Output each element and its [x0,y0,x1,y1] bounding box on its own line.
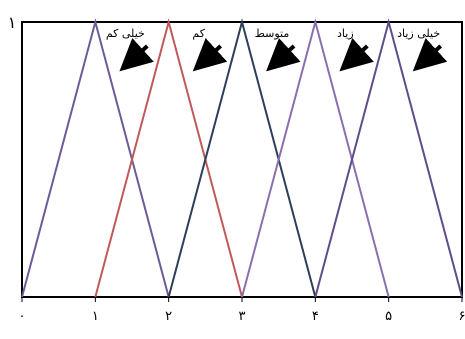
series-label-3: زیاد [337,27,354,40]
plot-frame [21,21,463,298]
series-line-0 [21,18,170,298]
y-tick-layer: ۱ [8,13,17,32]
series-label-2: متوسط [255,27,290,40]
series-arrow-1 [192,38,228,72]
series-label-4: خیلی زیاد [397,27,440,40]
series-line-2 [167,18,317,298]
series-line-3 [241,18,390,298]
series-label-1: کم [192,27,205,40]
series-arrow-2 [266,38,301,72]
series-arrow-4 [412,38,448,72]
series-arrow-3 [339,38,374,72]
x-tick-label-3: ۳ [239,309,246,324]
x-tick-label-4: ۴ [312,309,319,324]
x-tick-label-2: ۲ [165,309,172,324]
x-tick-label-6: ۶ [459,309,465,324]
series-arrow-0 [119,38,154,72]
x-tick-label-1: ۱ [92,309,99,324]
x-tick-label-0: ۰ [19,309,26,324]
x-tick-layer: ۰ ۱ ۲ ۳ ۴ ۵ ۶ [19,297,465,324]
series-label-0: خیلی کم [106,27,145,40]
series-label-layer: خیلی کم کم متوسط زیاد خیلی زیاد [106,27,448,72]
series-layer [21,18,463,298]
y-tick-label-0: ۱ [8,13,17,32]
series-line-4 [314,18,463,298]
series-line-1 [94,18,243,298]
x-tick-label-5: ۵ [385,309,392,324]
